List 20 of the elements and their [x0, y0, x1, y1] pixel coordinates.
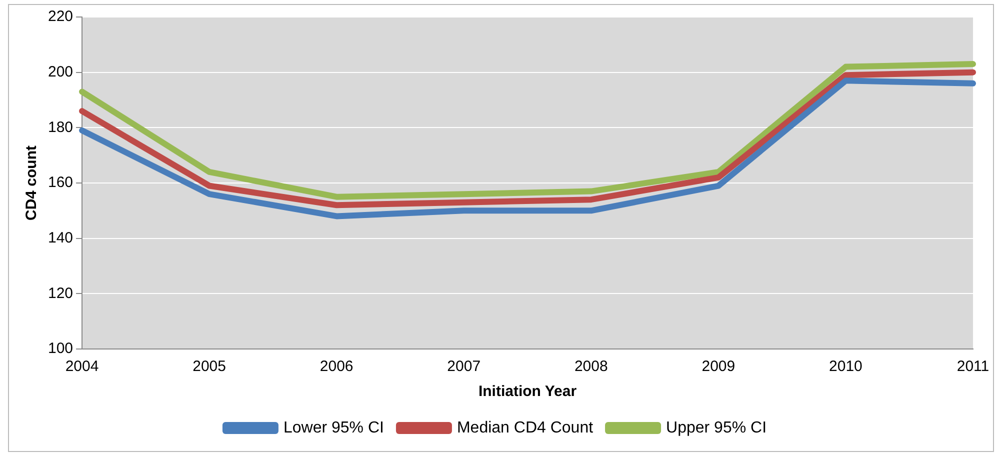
x-tick-label: 2010	[829, 358, 862, 376]
y-tick-label: 180	[48, 118, 74, 136]
x-tick-label: 2007	[447, 358, 481, 376]
x-tick-label: 2008	[574, 358, 608, 376]
x-tick-label: 2011	[956, 358, 990, 376]
y-tick-label: 200	[48, 63, 74, 80]
legend-label: Upper 95% CI	[666, 419, 767, 436]
y-tick-label: 100	[48, 340, 74, 358]
y-tick-label: 220	[48, 8, 74, 26]
y-tick-label: 120	[48, 284, 74, 302]
x-tick-label: 2004	[65, 358, 99, 376]
y-tick-label: 140	[48, 229, 74, 246]
x-tick-label: 2005	[192, 358, 226, 376]
x-tick-label: 2009	[702, 358, 736, 376]
legend-label: Median CD4 Count	[456, 419, 594, 436]
y-tick-label: 160	[48, 174, 74, 192]
legend-label: Lower 95% CI	[283, 419, 384, 436]
x-tick-label: 2006	[320, 358, 354, 376]
y-axis-title: CD4 count	[23, 145, 40, 220]
x-axis-title: Initiation Year	[478, 383, 577, 400]
